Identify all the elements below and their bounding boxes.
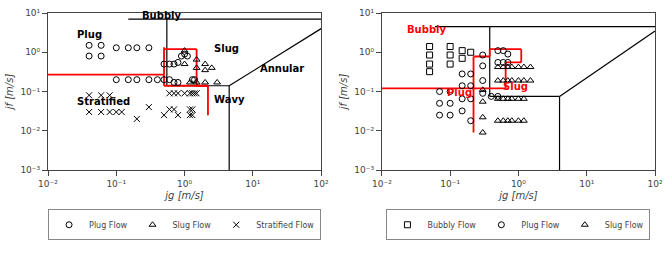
svg-text:10⁻¹: 10⁻¹ (106, 179, 126, 189)
svg-text:10⁰: 10⁰ (511, 179, 526, 189)
svg-text:Plug: Plug (447, 87, 472, 98)
svg-text:10⁻³: 10⁻³ (20, 165, 40, 175)
svg-text:10⁻¹: 10⁻¹ (354, 87, 374, 97)
svg-text:Slug: Slug (214, 43, 239, 54)
svg-text:10⁻²: 10⁻² (372, 179, 392, 189)
svg-text:Stratified: Stratified (77, 96, 130, 107)
svg-text:10⁻²: 10⁻² (38, 179, 58, 189)
svg-text:10²: 10² (647, 179, 662, 189)
svg-text:10⁰: 10⁰ (359, 47, 374, 57)
svg-text:Bubbly: Bubbly (142, 10, 181, 21)
svg-text:10¹: 10¹ (579, 179, 594, 189)
svg-text:10⁻³: 10⁻³ (354, 165, 374, 175)
svg-text:10¹: 10¹ (245, 179, 260, 189)
svg-text:Slug: Slug (503, 81, 528, 92)
svg-text:10⁰: 10⁰ (25, 47, 40, 57)
svg-text:Slug Flow: Slug Flow (173, 221, 212, 230)
svg-text:Bubbly Flow: Bubbly Flow (427, 221, 476, 230)
svg-text:10⁻²: 10⁻² (20, 126, 40, 136)
svg-text:jg [m/s]: jg [m/s] (163, 190, 204, 201)
svg-text:Bubbly: Bubbly (407, 24, 446, 35)
svg-text:jg [m/s]: jg [m/s] (497, 190, 538, 201)
svg-text:jf [m/s]: jf [m/s] (4, 74, 15, 112)
svg-text:Plug: Plug (77, 29, 102, 40)
svg-text:jf [m/s]: jf [m/s] (338, 74, 349, 112)
svg-text:10¹: 10¹ (359, 8, 374, 18)
svg-text:10⁻¹: 10⁻¹ (20, 87, 40, 97)
svg-text:Annular: Annular (260, 63, 304, 74)
svg-text:10⁻²: 10⁻² (354, 126, 374, 136)
svg-text:10⁻¹: 10⁻¹ (440, 179, 460, 189)
svg-text:Plug Flow: Plug Flow (521, 221, 559, 230)
svg-text:10⁰: 10⁰ (177, 179, 192, 189)
svg-text:Wavy: Wavy (214, 94, 245, 105)
svg-text:Slug Flow: Slug Flow (605, 221, 644, 230)
svg-text:10¹: 10¹ (25, 8, 40, 18)
svg-text:Plug Flow: Plug Flow (89, 221, 127, 230)
svg-text:Stratified Flow: Stratified Flow (256, 221, 314, 230)
svg-text:10²: 10² (314, 179, 329, 189)
